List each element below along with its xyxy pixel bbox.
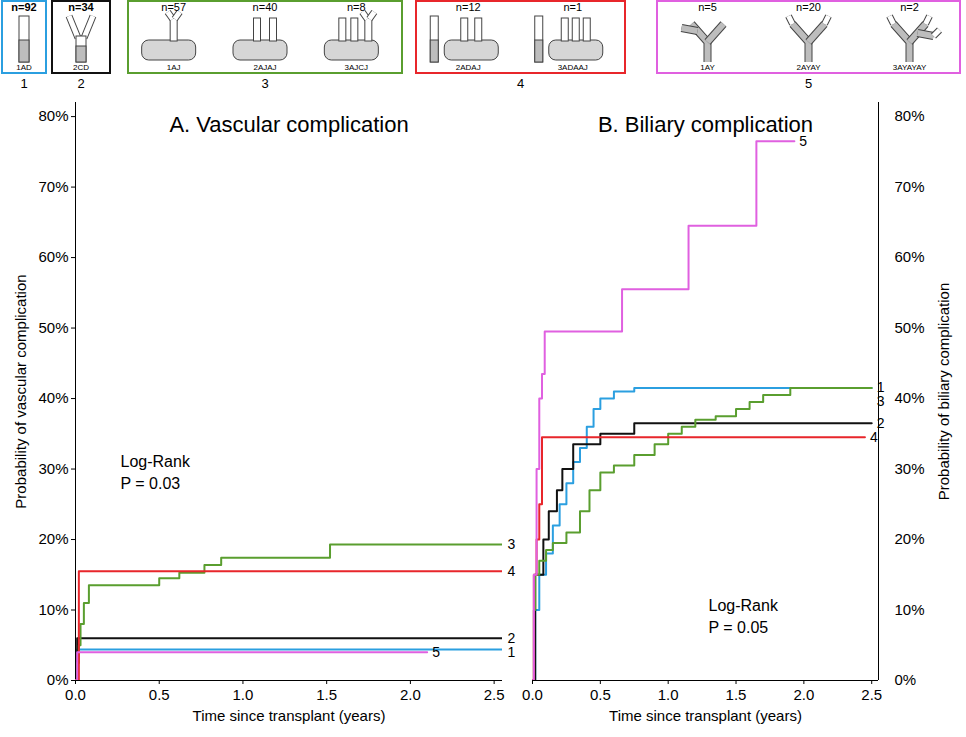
svg-text:4: 4 (870, 429, 878, 445)
svg-text:70%: 70% (38, 178, 68, 195)
svg-text:60%: 60% (38, 248, 68, 265)
svg-text:3: 3 (877, 393, 885, 409)
svg-text:2: 2 (507, 629, 516, 646)
svg-text:1: 1 (508, 644, 516, 660)
svg-text:Log-Rank: Log-Rank (709, 597, 779, 614)
svg-text:50%: 50% (38, 319, 68, 336)
svg-text:10%: 10% (895, 601, 925, 618)
svg-text:Probability of vascular compli: Probability of vascular complication (12, 274, 29, 508)
svg-text:1: 1 (876, 379, 885, 396)
svg-text:20%: 20% (38, 530, 68, 547)
svg-text:n=34: n=34 (68, 1, 94, 13)
svg-text:50%: 50% (895, 319, 925, 336)
svg-text:0.5: 0.5 (149, 686, 170, 703)
svg-text:n=92: n=92 (11, 1, 36, 13)
svg-text:n=1: n=1 (563, 1, 582, 13)
svg-text:30%: 30% (38, 460, 68, 477)
svg-text:P = 0.03: P = 0.03 (121, 475, 181, 492)
svg-text:1AD: 1AD (16, 63, 32, 72)
svg-text:Time since transplant (years): Time since transplant (years) (609, 707, 802, 724)
svg-text:Time since transplant (years): Time since transplant (years) (193, 707, 386, 724)
svg-text:2AJAJ: 2AJAJ (253, 63, 276, 72)
svg-text:5: 5 (805, 76, 812, 91)
svg-text:80%: 80% (38, 107, 68, 124)
svg-text:n=57: n=57 (161, 1, 186, 13)
svg-text:1AJ: 1AJ (167, 63, 181, 72)
svg-text:1.5: 1.5 (316, 686, 337, 703)
svg-text:n=5: n=5 (698, 1, 717, 13)
svg-text:30%: 30% (895, 460, 925, 477)
svg-text:2ADAJ: 2ADAJ (456, 63, 481, 72)
svg-text:70%: 70% (895, 178, 925, 195)
svg-text:2.5: 2.5 (484, 686, 505, 703)
svg-text:80%: 80% (895, 107, 925, 124)
svg-text:3AJCJ: 3AJCJ (345, 63, 369, 72)
svg-text:2.5: 2.5 (861, 686, 882, 703)
svg-text:2: 2 (77, 76, 84, 91)
svg-text:4: 4 (508, 563, 516, 579)
svg-text:1AY: 1AY (700, 63, 715, 72)
svg-text:40%: 40% (38, 389, 68, 406)
svg-text:0%: 0% (895, 671, 917, 688)
svg-text:3ADAAJ: 3ADAAJ (558, 63, 588, 72)
svg-text:P = 0.05: P = 0.05 (709, 619, 769, 636)
svg-text:1.0: 1.0 (658, 686, 679, 703)
svg-text:60%: 60% (895, 248, 925, 265)
svg-text:A. Vascular complication: A. Vascular complication (169, 112, 408, 137)
svg-text:4: 4 (517, 76, 524, 91)
svg-text:B. Biliary complication: B. Biliary complication (598, 112, 813, 137)
svg-text:2.0: 2.0 (793, 686, 814, 703)
svg-text:5: 5 (799, 132, 808, 149)
svg-text:3: 3 (508, 536, 516, 552)
svg-text:n=8: n=8 (347, 1, 366, 13)
svg-text:n=20: n=20 (796, 1, 821, 13)
svg-text:2: 2 (877, 415, 885, 431)
svg-text:n=40: n=40 (253, 1, 278, 13)
svg-text:Probability of biliary complic: Probability of biliary complication (935, 283, 952, 501)
svg-text:2AYAY: 2AYAY (796, 63, 821, 72)
svg-text:0.5: 0.5 (590, 686, 611, 703)
svg-text:10%: 10% (38, 601, 68, 618)
svg-text:1.0: 1.0 (233, 686, 254, 703)
svg-text:1.5: 1.5 (726, 686, 747, 703)
svg-text:40%: 40% (895, 389, 925, 406)
svg-text:2CD: 2CD (73, 63, 89, 72)
svg-text:0%: 0% (46, 671, 69, 689)
svg-text:n=2: n=2 (900, 1, 919, 13)
svg-text:n=12: n=12 (456, 1, 481, 13)
svg-text:1: 1 (20, 76, 27, 91)
svg-text:0.0: 0.0 (522, 686, 543, 703)
svg-text:Log-Rank: Log-Rank (121, 453, 191, 470)
svg-text:2.0: 2.0 (400, 686, 421, 703)
svg-text:20%: 20% (895, 530, 925, 547)
svg-text:3AYAYAY: 3AYAYAY (893, 63, 927, 72)
svg-text:5: 5 (432, 644, 440, 660)
svg-text:3: 3 (261, 76, 268, 91)
svg-text:0.0: 0.0 (65, 686, 86, 703)
